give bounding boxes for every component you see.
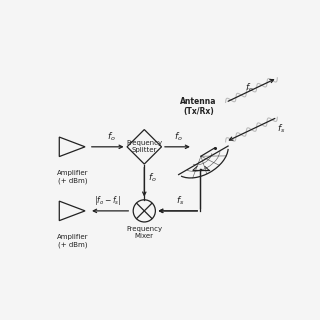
Text: Amplifier
(+ dBm): Amplifier (+ dBm): [57, 170, 89, 184]
Text: $|f_o - f_s|$: $|f_o - f_s|$: [93, 194, 121, 207]
Text: $f_s$: $f_s$: [176, 195, 184, 207]
Text: Antenna
(Tx/Rx): Antenna (Tx/Rx): [180, 97, 217, 116]
Text: Frequency
Mixer: Frequency Mixer: [126, 226, 162, 239]
Text: $f_o$: $f_o$: [244, 81, 253, 94]
Text: Frequency
Splitter: Frequency Splitter: [126, 140, 162, 153]
Text: Amplifier
(+ dBm): Amplifier (+ dBm): [57, 234, 89, 248]
Text: $f_o$: $f_o$: [174, 131, 183, 143]
Text: $f_s$: $f_s$: [277, 122, 285, 135]
Text: $f_o$: $f_o$: [148, 172, 157, 184]
Text: $f_o$: $f_o$: [107, 131, 116, 143]
